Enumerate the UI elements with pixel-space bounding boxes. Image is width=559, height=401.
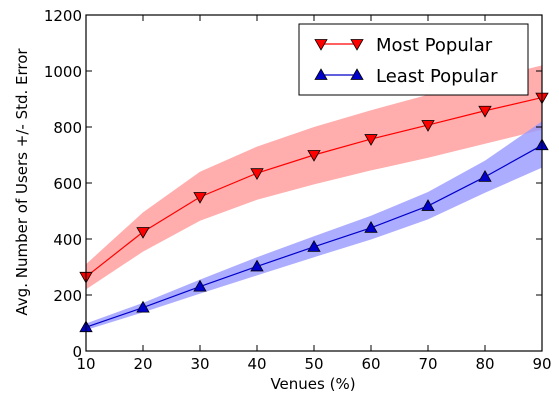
x-tick-label: 90 — [532, 355, 551, 373]
legend-box — [298, 23, 529, 96]
x-tick-label: 50 — [304, 355, 323, 373]
x-tick-label: 70 — [418, 355, 437, 373]
legend-least-popular-marker — [314, 68, 328, 80]
y-tick-label: 200 — [53, 287, 82, 305]
x-tick-label: 40 — [247, 355, 266, 373]
most-popular-point — [250, 168, 264, 181]
y-tick-label: 1000 — [44, 63, 82, 81]
error-bands — [86, 65, 542, 331]
most-popular-point — [307, 150, 321, 162]
legend-most-popular-marker — [350, 39, 364, 51]
y-tick-label: 600 — [53, 175, 82, 193]
most-popular-point — [478, 105, 492, 118]
legend: Most Popular Least Popular — [298, 23, 529, 96]
least-popular-point — [136, 300, 150, 313]
legend-most-popular-marker — [314, 39, 328, 51]
series-markers — [79, 92, 549, 333]
x-tick-label: 10 — [76, 355, 95, 373]
least-popular-point — [250, 259, 264, 272]
y-tick-label: 0 — [72, 343, 82, 361]
y-tick-label: 800 — [53, 119, 82, 137]
x-tick-label: 20 — [133, 355, 152, 373]
legend-most-popular-label: Most Popular — [376, 35, 493, 56]
y-tick-label: 1200 — [44, 7, 82, 25]
most-popular-point — [136, 227, 150, 239]
most-popular-point — [364, 134, 378, 146]
most-popular-point — [193, 192, 207, 204]
x-tick-label: 30 — [190, 355, 209, 373]
least-popular-point — [193, 279, 207, 292]
x-axis-label: Venues (%) — [270, 375, 355, 393]
least-popular-point — [307, 240, 321, 252]
least-popular-error-band — [86, 121, 542, 331]
legend-least-popular-label: Least Popular — [376, 66, 498, 87]
least-popular-point — [364, 220, 378, 233]
y-axis-label: Avg. Number of Users +/- Std. Error — [13, 48, 31, 316]
y-tick-label: 400 — [53, 231, 82, 249]
ticks: 10 20 30 40 50 60 70 80 90 0 200 400 600 800 1000 1200 — [44, 7, 552, 373]
x-tick-label: 60 — [361, 355, 380, 373]
least-popular-point — [421, 199, 435, 211]
least-popular-point — [478, 170, 492, 182]
legend-least-popular-marker — [350, 68, 364, 80]
most-popular-point — [421, 120, 435, 132]
x-tick-label: 80 — [475, 355, 494, 373]
